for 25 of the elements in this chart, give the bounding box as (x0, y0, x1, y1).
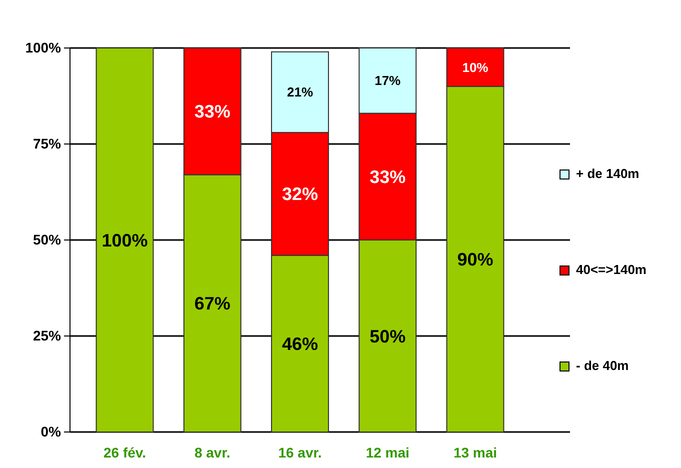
data-label: 46% (282, 334, 318, 354)
data-label: 10% (462, 60, 489, 75)
data-label: 50% (370, 326, 406, 346)
data-label: 90% (457, 250, 494, 270)
data-label: 33% (194, 102, 230, 122)
data-label: 100% (102, 230, 148, 250)
data-label: 32% (282, 184, 318, 204)
y-tick-label: 75% (32, 135, 62, 152)
legend-label: 40<=>140m (576, 262, 646, 277)
x-tick-label: 8 avr. (194, 444, 230, 460)
legend-label: + de 140m (576, 166, 640, 181)
x-tick-label: 16 avr. (278, 444, 322, 460)
x-tick-label: 26 fév. (103, 444, 146, 460)
data-label: 17% (374, 73, 402, 88)
data-label: 33% (370, 166, 406, 187)
y-tick-label: 50% (32, 231, 62, 248)
y-tick-label: 0% (40, 423, 62, 440)
bar (96, 48, 154, 432)
data-label: 21% (286, 84, 314, 100)
legend-label: - de 40m (576, 358, 629, 373)
x-tick-label: 13 mai (453, 444, 498, 460)
data-label: 67% (194, 294, 230, 314)
y-tick-label: 25% (32, 327, 62, 344)
y-tick-label: 100% (25, 39, 62, 56)
x-tick-label: 12 mai (366, 444, 410, 460)
